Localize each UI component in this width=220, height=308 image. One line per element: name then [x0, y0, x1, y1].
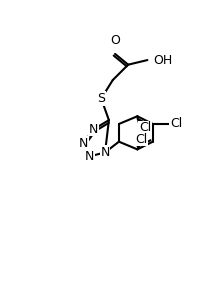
- Text: O: O: [110, 34, 120, 47]
- Text: OH: OH: [154, 54, 173, 67]
- Text: Cl: Cl: [139, 121, 151, 134]
- Text: Cl: Cl: [170, 117, 182, 131]
- Text: N: N: [79, 137, 88, 150]
- Text: Cl: Cl: [135, 133, 147, 146]
- Text: N: N: [89, 123, 98, 136]
- Text: S: S: [97, 92, 105, 105]
- Text: N: N: [100, 146, 110, 159]
- Text: N: N: [85, 150, 94, 163]
